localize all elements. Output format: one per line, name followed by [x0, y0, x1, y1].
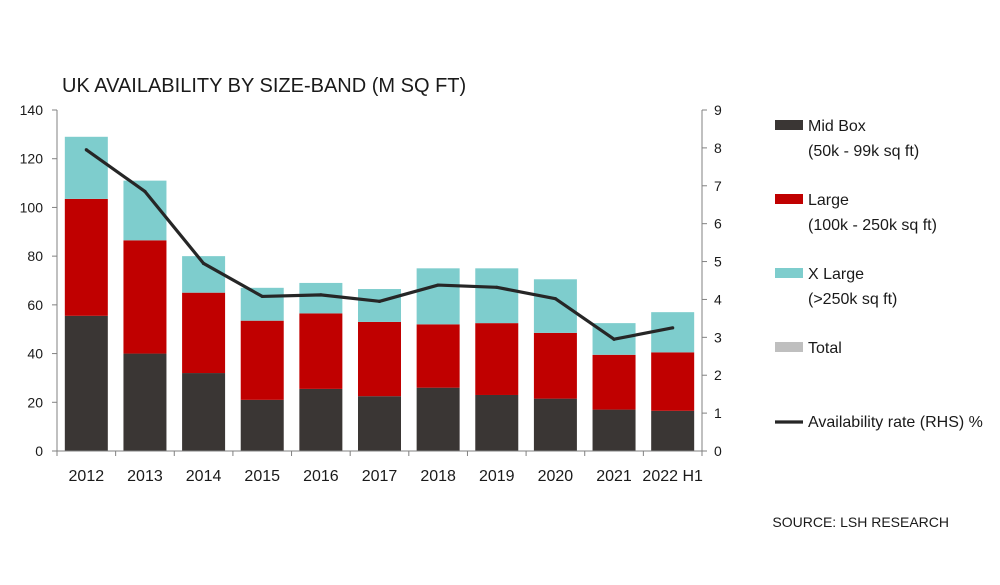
availability-rate-point-2013	[143, 189, 147, 194]
bar-x-large-2017	[358, 289, 401, 322]
bar-mid-box-2012	[64, 315, 108, 451]
x-tick-label-2022-H1: 2022 H1	[642, 468, 703, 485]
y2-tick-label-6: 6	[714, 216, 722, 232]
x-tick-label-2012: 2012	[69, 468, 105, 485]
legend-swatch-mid-box	[775, 120, 803, 130]
legend-sublabel-x-large: (>250k sq ft)	[808, 291, 897, 308]
bar-mid-box-2020	[533, 398, 577, 451]
availability-rate-point-2021	[612, 337, 616, 341]
y-tick-label-0: 0	[35, 443, 43, 459]
y2-tick-label-4: 4	[714, 291, 722, 307]
availability-rate-point-2018	[436, 283, 440, 287]
legend-label-mid-box: Mid Box	[808, 118, 866, 135]
bar-large-2013	[123, 240, 167, 354]
legend-label-availability-rate: Availability rate (RHS) %	[808, 414, 983, 431]
y-tick-label-120: 120	[20, 151, 44, 167]
bar-large-2015	[240, 320, 284, 400]
bar-mid-box-2018	[416, 387, 460, 451]
bar-mid-box-2021	[592, 409, 636, 451]
bar-mid-box-2013	[123, 353, 167, 451]
y-tick-label-80: 80	[27, 248, 43, 264]
bar-x-large-2012	[64, 136, 108, 199]
bar-large-2022-H1	[651, 352, 695, 411]
y2-tick-label-0: 0	[714, 443, 722, 459]
bar-mid-box-2017	[358, 396, 401, 451]
availability-rate-point-2015	[260, 294, 264, 299]
bar-large-2016	[299, 313, 343, 389]
chart-title: UK AVAILABILITY BY SIZE-BAND (M SQ FT)	[62, 75, 466, 97]
y2-tick-label-5: 5	[714, 254, 722, 270]
x-tick-label-2017: 2017	[362, 468, 398, 485]
y2-tick-label-7: 7	[714, 178, 722, 194]
x-tick-label-2018: 2018	[420, 468, 456, 485]
y-tick-label-100: 100	[20, 199, 44, 215]
line-layer	[84, 148, 675, 341]
legend-sublabel-large: (100k - 250k sq ft)	[808, 217, 937, 234]
bar-mid-box-2019	[475, 394, 519, 451]
legend-swatch-large	[775, 194, 803, 204]
y-tick-label-60: 60	[27, 297, 43, 313]
bar-mid-box-2015	[240, 399, 284, 451]
axes-layer: 0 20 40 60 80 100 120 140 0 1 2 3 4 5 6 7 8 9 2012 2013 2014…	[20, 102, 722, 485]
availability-rate-point-2016	[319, 293, 323, 297]
legend-sublabel-mid-box: (50k - 99k sq ft)	[808, 143, 919, 160]
availability-rate-point-2022-H1	[671, 326, 675, 330]
y2-tick-label-8: 8	[714, 140, 722, 156]
x-tick-label-2020: 2020	[538, 468, 574, 485]
availability-rate-point-2019	[495, 285, 499, 289]
x-tick-label-2014: 2014	[186, 468, 222, 485]
bar-large-2021	[592, 354, 636, 410]
availability-rate-point-2017	[377, 299, 382, 303]
x-tick-label-2016: 2016	[303, 468, 339, 485]
y2-tick-label-9: 9	[714, 102, 722, 118]
x-tick-label-2019: 2019	[479, 468, 515, 485]
bar-x-large-2019	[475, 268, 519, 324]
bar-large-2019	[475, 323, 519, 395]
bar-mid-box-2022-H1	[651, 410, 695, 451]
x-tick-label-2015: 2015	[244, 468, 280, 485]
source-note: SOURCE: LSH RESEARCH	[772, 514, 949, 530]
legend-swatch-total	[775, 342, 803, 352]
legend-label-large: Large	[808, 192, 849, 209]
y2-tick-label-1: 1	[714, 405, 722, 421]
bar-x-large-2020	[533, 279, 577, 333]
x-tick-label-2013: 2013	[127, 468, 163, 485]
legend-swatch-x-large	[775, 268, 803, 278]
bar-large-2018	[416, 324, 460, 388]
bar-large-2020	[533, 332, 577, 399]
y-tick-label-140: 140	[20, 102, 44, 118]
y-tick-label-20: 20	[27, 394, 43, 410]
x-tick-label-2021: 2021	[596, 468, 632, 485]
legend-label-total: Total	[808, 340, 842, 357]
availability-rate-point-2020	[553, 297, 558, 301]
legend-label-x-large: X Large	[808, 266, 864, 283]
availability-rate-point-2012	[84, 148, 88, 152]
bar-large-2017	[358, 321, 401, 397]
bar-large-2014	[182, 292, 226, 374]
bar-mid-box-2014	[182, 373, 226, 451]
y-tick-label-40: 40	[27, 346, 43, 362]
y2-tick-label-2: 2	[714, 367, 722, 383]
bar-x-large-2018	[416, 268, 460, 325]
bar-mid-box-2016	[299, 388, 343, 451]
bars-layer	[64, 136, 695, 451]
bar-x-large-2016	[299, 282, 343, 314]
bar-large-2012	[64, 198, 108, 316]
availability-rate-point-2014	[201, 261, 206, 266]
y2-tick-label-3: 3	[714, 329, 722, 345]
legend: Mid Box (50k - 99k sq ft) Large (100k - 250…	[775, 118, 983, 431]
bar-x-large-2015	[240, 287, 284, 321]
